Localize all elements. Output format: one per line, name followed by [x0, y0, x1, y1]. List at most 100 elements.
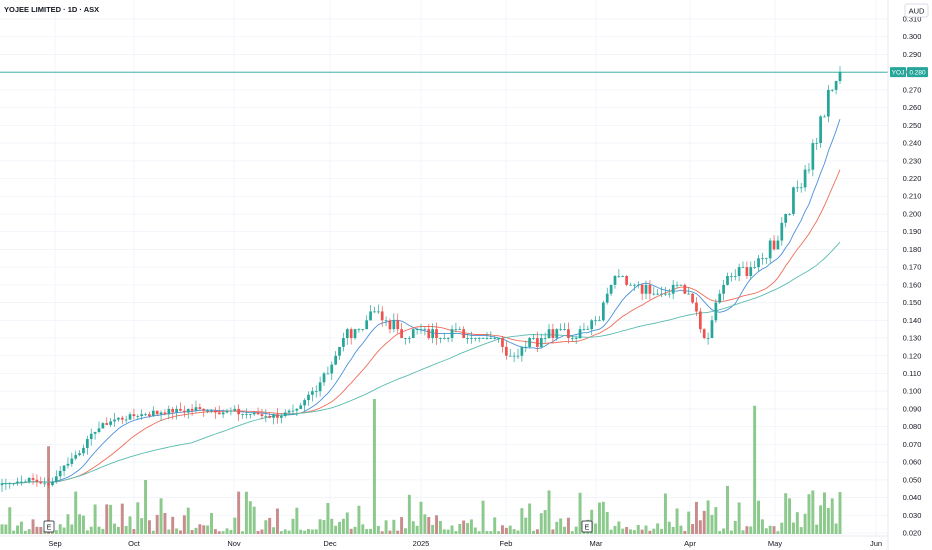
price-axis[interactable]: 0.310 0.300 0.290 0.280 0.270 0.260 0.250 0.240…	[887, 0, 932, 550]
candle-body	[609, 284, 613, 294]
candle	[54, 470, 58, 484]
candle-body	[411, 329, 415, 339]
candle	[144, 412, 147, 416]
candle-body	[345, 329, 349, 339]
candle	[136, 414, 140, 420]
candle-body	[834, 81, 838, 90]
candle	[58, 465, 62, 481]
candle	[718, 289, 722, 304]
volume-bar	[244, 491, 248, 534]
candle	[163, 409, 167, 416]
candle	[311, 387, 314, 402]
candle-body	[70, 458, 74, 464]
candle	[206, 409, 209, 414]
volume-bar	[535, 529, 539, 534]
candle-body	[497, 338, 500, 339]
candle-body	[357, 329, 361, 330]
candle	[695, 297, 698, 317]
candle	[625, 275, 628, 287]
volume-bar	[528, 503, 532, 534]
volume-bar	[291, 518, 295, 534]
candle	[322, 371, 326, 386]
candle	[89, 428, 93, 446]
volume-bar	[97, 526, 101, 534]
candle	[171, 406, 175, 420]
candle	[225, 408, 229, 414]
candle	[51, 477, 54, 487]
candle	[761, 252, 764, 265]
candle	[772, 235, 776, 251]
candle-body	[838, 72, 842, 82]
candle-body	[621, 276, 625, 277]
event-marker[interactable]: E	[43, 520, 55, 533]
candle-body	[652, 293, 656, 295]
volume-bar	[512, 529, 516, 534]
volume-bar	[260, 529, 264, 534]
candle-body	[214, 410, 217, 413]
volume-bar	[116, 526, 120, 534]
candle-body	[772, 240, 776, 250]
last-price-badge: YOJ 0.280	[890, 67, 928, 78]
candle	[113, 412, 116, 427]
candle	[62, 464, 66, 477]
time-axis[interactable]: Sep Oct Nov Dec 2025 Feb Mar Apr May Jun	[0, 535, 888, 548]
volume-bar	[47, 446, 51, 534]
event-marker[interactable]: E	[581, 520, 593, 533]
volume-bar	[788, 498, 792, 534]
candle-body	[31, 478, 35, 480]
volume-bar	[706, 500, 710, 534]
candle-body	[47, 483, 50, 486]
candle	[543, 332, 547, 343]
volume-bar	[0, 524, 4, 534]
candle	[536, 331, 539, 352]
candle	[629, 282, 632, 286]
volume-bar	[795, 512, 799, 534]
candle	[570, 335, 574, 342]
candle-body	[656, 293, 660, 295]
candle	[815, 137, 819, 150]
candle-body	[570, 338, 574, 339]
candle	[256, 407, 260, 416]
y-tick-label: 0.050	[903, 475, 922, 484]
candle-body	[470, 338, 473, 339]
y-tick-label: 0.140	[903, 316, 922, 325]
volume-bar	[372, 399, 376, 534]
candle	[70, 452, 74, 467]
candle	[295, 407, 299, 417]
candle	[93, 431, 97, 440]
volume-bar	[388, 530, 392, 534]
candle-body	[338, 346, 341, 356]
candle	[827, 84, 830, 123]
y-tick-label: 0.260	[903, 103, 922, 112]
volume-bar	[718, 531, 722, 534]
candle-body	[792, 187, 795, 214]
candle	[489, 331, 493, 340]
candle	[776, 235, 780, 250]
volume-bar	[23, 530, 27, 534]
candle-body	[442, 338, 446, 339]
volume-bar	[799, 527, 803, 534]
candle	[753, 260, 757, 269]
candle	[462, 326, 466, 339]
candle	[4, 478, 8, 490]
candle	[427, 323, 431, 340]
candle-body	[175, 408, 178, 413]
candle-body	[776, 240, 780, 250]
currency-button[interactable]: AUD	[904, 3, 929, 18]
candle	[384, 316, 388, 327]
volume-bar	[671, 526, 675, 534]
candle-body	[272, 414, 275, 418]
candle	[179, 402, 182, 412]
candle-body	[450, 329, 454, 339]
volume-bar	[466, 523, 470, 534]
candle	[12, 483, 15, 486]
volume-bar	[663, 493, 667, 534]
candle	[493, 335, 497, 340]
candle-body	[795, 187, 799, 189]
candle-body	[695, 302, 698, 312]
candle-body	[283, 412, 287, 417]
volume-bar	[326, 503, 330, 534]
volume-bar	[16, 525, 19, 534]
